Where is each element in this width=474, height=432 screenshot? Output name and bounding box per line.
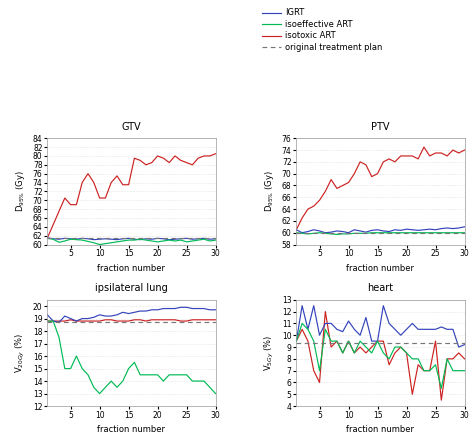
Title: PTV: PTV (371, 122, 390, 132)
X-axis label: fraction number: fraction number (346, 426, 414, 432)
X-axis label: fraction number: fraction number (98, 426, 165, 432)
Legend: IGRT, isoeffective ART, isotoxic ART, original treatment plan: IGRT, isoeffective ART, isotoxic ART, or… (263, 9, 382, 52)
X-axis label: fraction number: fraction number (346, 264, 414, 273)
Y-axis label: D$_{95\%}$ (Gy): D$_{95\%}$ (Gy) (263, 171, 276, 212)
Y-axis label: V$_{20Gy}$ (%): V$_{20Gy}$ (%) (14, 333, 27, 373)
Title: ipsilateral lung: ipsilateral lung (95, 283, 168, 293)
X-axis label: fraction number: fraction number (98, 264, 165, 273)
Title: heart: heart (367, 283, 393, 293)
Title: GTV: GTV (122, 122, 141, 132)
Y-axis label: V$_{5Gy}$ (%): V$_{5Gy}$ (%) (263, 335, 276, 371)
Y-axis label: D$_{95\%}$ (Gy): D$_{95\%}$ (Gy) (14, 171, 27, 212)
